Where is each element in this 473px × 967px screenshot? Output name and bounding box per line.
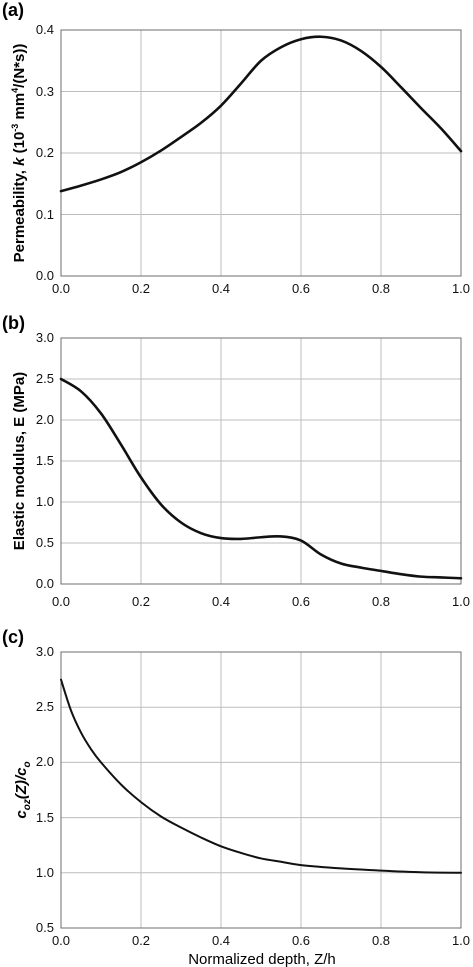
panel-b-label: (b)	[2, 313, 25, 333]
panel-a-x-tick: 0.2	[132, 281, 150, 296]
panel-c-curve	[60, 678, 462, 874]
panel-a-x-tick: 1.0	[452, 281, 470, 296]
panel-b-y-tick: 2.0	[36, 412, 54, 427]
panel-b-x-tick: 1.0	[452, 594, 470, 609]
panel-c-plot-area	[60, 651, 462, 929]
panel-c-y-tick: 1.0	[36, 865, 54, 880]
panel-a-x-tick: 0.8	[372, 281, 390, 296]
panel-c: (c) 0.5 1.0 1.5 2.0 2.5 3.0 0.0 0.2 0.4 …	[2, 627, 470, 967]
panel-b-curve	[59, 377, 463, 580]
panel-b-y-tick: 1.5	[36, 453, 54, 468]
panel-a-x-tick: 0.4	[212, 281, 230, 296]
panel-b-x-tick: 0.8	[372, 594, 390, 609]
panel-c-x-axis-label: Normalized depth, Z/h	[188, 951, 336, 967]
panel-b-y-tick: 0.5	[36, 535, 54, 550]
panel-c-x-tick: 0.6	[292, 933, 310, 948]
panel-a-y-tick: 0.1	[36, 207, 54, 222]
panel-a-x-tick: 0.0	[52, 281, 70, 296]
panel-a-y-tick: 0.4	[36, 22, 54, 37]
panel-c-x-ticks: 0.0 0.2 0.4 0.6 0.8 1.0	[52, 933, 470, 948]
panel-c-y-ticks: 0.5 1.0 1.5 2.0 2.5 3.0	[36, 644, 54, 935]
panel-c-y-tick: 1.5	[36, 810, 54, 825]
panel-c-y-tick: 2.0	[36, 754, 54, 769]
panel-b-x-tick: 0.4	[212, 594, 230, 609]
panel-c-y-tick: 2.5	[36, 699, 54, 714]
panel-c-x-tick: 0.4	[212, 933, 230, 948]
panel-a-y-ticks: 0.0 0.1 0.2 0.3 0.4	[36, 22, 54, 283]
panel-b-y-axis-label: Elastic modulus, E (MPa)	[11, 372, 28, 550]
panel-c-y-tick: 0.5	[36, 920, 54, 935]
panel-b-y-tick: 2.5	[36, 371, 54, 386]
panel-b-x-tick: 0.0	[52, 594, 70, 609]
panel-c-grid	[61, 652, 461, 928]
panel-b-plot-area	[60, 337, 462, 585]
panel-a-x-ticks: 0.0 0.2 0.4 0.6 0.8 1.0	[52, 281, 470, 296]
panel-c-x-tick: 0.8	[372, 933, 390, 948]
panel-b-x-tick: 0.6	[292, 594, 310, 609]
panel-c-label: (c)	[2, 627, 24, 647]
panel-c-y-tick: 3.0	[36, 644, 54, 659]
panel-a-y-axis-label: Permeability, k (10-3 mm4/(N*s))	[10, 44, 28, 263]
panel-c-x-tick: 0.0	[52, 933, 70, 948]
panel-b-y-tick: 1.0	[36, 494, 54, 509]
panel-a-grid	[61, 30, 461, 276]
panel-a-label: (a)	[2, 0, 24, 20]
panel-c-x-tick: 1.0	[452, 933, 470, 948]
panel-a-curve	[59, 35, 463, 193]
panel-a-y-tick: 0.2	[36, 145, 54, 160]
panel-b-x-ticks: 0.0 0.2 0.4 0.6 0.8 1.0	[52, 594, 470, 609]
panel-a-y-tick: 0.3	[36, 84, 54, 99]
panel-b: (b) 0.0 0.5 1.0 1.5 2.0 2.5 3.0 0.0 0.2 …	[2, 313, 470, 609]
panel-a: (a) 0.0 0.1 0.2 0.3 0.4 0.0 0.2 0.4 0.6 …	[2, 0, 470, 296]
panel-b-grid	[61, 338, 461, 584]
panel-b-y-ticks: 0.0 0.5 1.0 1.5 2.0 2.5 3.0	[36, 330, 54, 591]
panel-a-x-tick: 0.6	[292, 281, 310, 296]
panel-c-x-tick: 0.2	[132, 933, 150, 948]
panel-a-y-tick: 0.0	[36, 268, 54, 283]
panel-b-y-tick: 3.0	[36, 330, 54, 345]
panel-a-plot-area	[60, 29, 462, 277]
panel-b-y-tick: 0.0	[36, 576, 54, 591]
panel-c-y-axis-label: coz(Z)/co	[13, 761, 33, 818]
panel-b-x-tick: 0.2	[132, 594, 150, 609]
